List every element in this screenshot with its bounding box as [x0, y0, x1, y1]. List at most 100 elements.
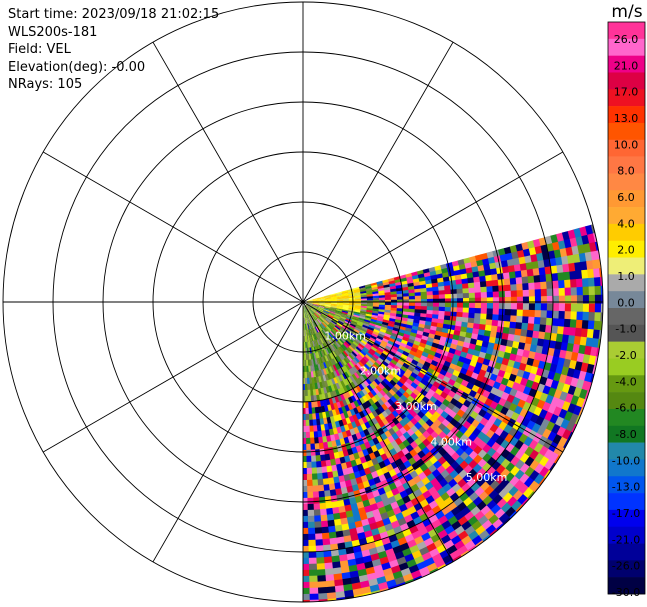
- velocity-bin: [333, 326, 340, 332]
- velocity-bin: [426, 562, 438, 573]
- velocity-bin: [417, 345, 426, 352]
- velocity-bin: [365, 407, 372, 415]
- velocity-bin: [545, 273, 553, 283]
- velocity-bin: [304, 371, 307, 379]
- velocity-bin: [513, 264, 522, 272]
- velocity-bin: [324, 296, 332, 299]
- velocity-bin: [315, 311, 321, 317]
- velocity-bin: [307, 545, 317, 553]
- velocity-bin: [471, 333, 479, 341]
- velocity-bin: [305, 341, 307, 349]
- velocity-bin: [386, 382, 395, 390]
- velocity-bin: [570, 351, 579, 362]
- velocity-bin: [347, 310, 355, 314]
- velocity-bin: [467, 530, 479, 542]
- velocity-bin: [504, 284, 512, 292]
- velocity-bin: [303, 414, 306, 421]
- velocity-bin: [326, 367, 332, 374]
- velocity-bin: [308, 329, 311, 336]
- velocity-bin: [303, 545, 309, 553]
- velocity-bin: [355, 370, 363, 378]
- velocity-bin: [350, 582, 362, 591]
- velocity-bin: [415, 375, 423, 383]
- velocity-bin: [570, 287, 578, 297]
- colorbar-tick-label: -26.0: [612, 560, 640, 573]
- velocity-bin: [319, 316, 325, 322]
- velocity-bin: [347, 288, 355, 292]
- velocity-bin: [336, 293, 343, 297]
- velocity-bin: [391, 376, 400, 385]
- velocity-bin: [303, 378, 305, 385]
- colorbar-cell: [608, 476, 645, 494]
- velocity-bin: [337, 450, 345, 459]
- velocity-bin: [307, 389, 311, 397]
- velocity-bin: [550, 234, 559, 244]
- velocity-bin: [342, 385, 349, 394]
- velocity-bin: [325, 300, 332, 302]
- velocity-bin: [430, 360, 439, 367]
- velocity-bin: [305, 425, 310, 433]
- velocity-bin: [564, 311, 572, 320]
- velocity-bin: [507, 333, 515, 342]
- velocity-bin: [311, 306, 318, 310]
- velocity-bin: [492, 303, 500, 310]
- velocity-bin: [319, 302, 326, 304]
- velocity-bin: [308, 413, 313, 421]
- velocity-bin: [471, 266, 479, 273]
- velocity-bin: [576, 311, 584, 321]
- velocity-bin: [321, 381, 326, 389]
- velocity-bin: [313, 340, 317, 347]
- velocity-bin: [360, 493, 369, 502]
- velocity-bin: [324, 307, 331, 311]
- velocity-bin: [340, 315, 347, 319]
- velocity-bin: [341, 312, 348, 316]
- velocity-bin: [570, 303, 578, 313]
- velocity-bin: [372, 437, 380, 446]
- velocity-bin: [416, 349, 424, 356]
- velocity-bin: [417, 273, 425, 279]
- velocity-bin: [556, 264, 564, 274]
- velocity-bin: [317, 325, 323, 332]
- velocity-bin: [336, 309, 343, 312]
- velocity-bin: [303, 324, 305, 331]
- velocity-bin: [377, 382, 385, 391]
- velocity-bin: [308, 557, 317, 565]
- velocity-bin: [312, 321, 317, 328]
- velocity-bin: [532, 330, 540, 340]
- velocity-bin: [455, 321, 463, 327]
- velocity-bin: [306, 323, 309, 331]
- velocity-bin: [498, 285, 506, 292]
- velocity-bin: [528, 247, 537, 256]
- velocity-bin: [437, 314, 445, 320]
- velocity-bin: [462, 312, 470, 319]
- velocity-bin: [348, 497, 357, 506]
- velocity-bin: [376, 318, 384, 322]
- velocity-bin: [407, 353, 416, 360]
- velocity-bin: [333, 579, 344, 587]
- velocity-bin: [305, 413, 310, 421]
- velocity-bin: [586, 260, 594, 271]
- velocity-bin: [515, 504, 524, 513]
- velocity-bin: [322, 368, 327, 376]
- velocity-bin: [336, 332, 343, 338]
- velocity-bin: [366, 384, 374, 392]
- velocity-bin: [322, 312, 329, 316]
- velocity-bin: [303, 468, 307, 475]
- velocity-bin: [400, 365, 408, 373]
- velocity-bin: [519, 408, 529, 419]
- velocity-bin: [337, 388, 343, 396]
- velocity-bin: [355, 412, 362, 421]
- velocity-bin: [361, 357, 368, 365]
- velocity-bin: [559, 248, 568, 258]
- velocity-bin: [327, 325, 333, 331]
- velocity-bin: [328, 379, 334, 387]
- velocity-bin: [321, 362, 326, 370]
- velocity-bin: [435, 326, 444, 333]
- velocity-bin: [468, 292, 476, 299]
- velocity-bin: [303, 509, 308, 517]
- velocity-bin: [395, 313, 403, 318]
- velocity-bin: [389, 335, 397, 341]
- velocity-bin: [347, 376, 353, 384]
- velocity-bin: [340, 313, 348, 318]
- velocity-bin: [340, 523, 350, 532]
